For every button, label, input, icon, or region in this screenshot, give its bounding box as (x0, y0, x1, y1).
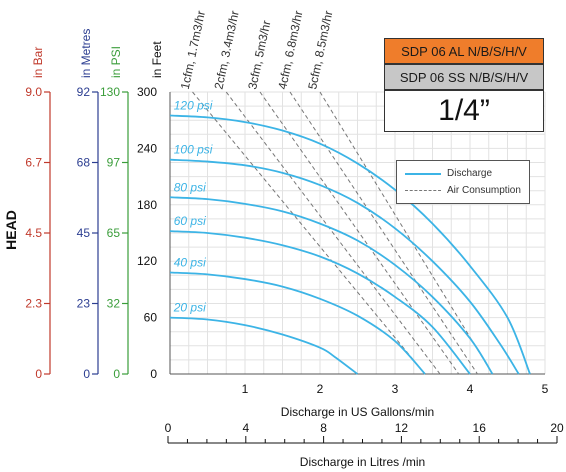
discharge-curve-label: 40 psi (174, 255, 206, 269)
x-tick-label: 2 (317, 382, 324, 396)
x-tick-label: 1 (242, 382, 249, 396)
air-consumption-line (192, 91, 426, 375)
model-label-stainless: SDP 06 SS N/B/S/H/V (384, 64, 544, 90)
y-tick-label: 45 (77, 226, 91, 240)
y-tick-label: 240 (137, 141, 157, 155)
y-tick-label: 23 (77, 297, 91, 311)
air-consumption-label: 1cfm, 1.7m3/hr (178, 9, 208, 90)
legend-item-discharge: Discharge (405, 168, 492, 179)
air-consumption-line (259, 91, 460, 375)
x-axis-label: Discharge in US Gallons/min (281, 405, 434, 419)
discharge-curve-label: 60 psi (174, 214, 206, 228)
y-tick-label: 6.7 (25, 156, 42, 170)
grid (170, 91, 546, 374)
air-consumption-label: 2cfm, 3.4m3/hr (211, 9, 241, 90)
air-consumption-line (225, 91, 441, 375)
x2-tick-label: 0 (165, 421, 172, 435)
model-label-stainless-text: SDP 06 SS N/B/S/H/V (399, 69, 529, 85)
legend-item-air: Air Consumption (405, 185, 521, 196)
discharge-curve (169, 316, 359, 375)
y-tick-label: 0 (113, 367, 120, 381)
y-tick-label: 92 (77, 85, 91, 99)
y-tick-label: 97 (107, 156, 121, 170)
air-consumption-label: 3cfm, 5m3/hr (245, 19, 273, 90)
discharge-curve (169, 230, 471, 375)
discharge-curve (169, 158, 520, 375)
discharge-curves: 120 psi 100 psi 80 psi 60 psi 40 psi 20 psi (169, 99, 531, 375)
legend: Discharge Air Consumption (396, 160, 530, 204)
y-scale-unit: in Bar (31, 47, 45, 78)
x2-axis-label: Discharge in Litres /min (300, 455, 425, 469)
x2-tick-label: 16 (473, 421, 487, 435)
air-consumption-line (319, 91, 493, 375)
y-scales: 9.0 6.7 4.5 2.3 0 in Bar 92 68 45 23 0 in Metres 130… (25, 29, 164, 381)
y-tick-label: 120 (137, 254, 157, 268)
discharge-curve-label: 120 psi (174, 99, 213, 113)
x-tick-label: 3 (392, 382, 399, 396)
x-tick-label: 4 (467, 382, 474, 396)
port-size-label: 1/4” (384, 90, 544, 132)
model-label-aluminium: SDP 06 AL N/B/S/H/V (384, 38, 544, 64)
legend-label-air: Air Consumption (447, 185, 521, 196)
y-tick-label: 65 (107, 226, 121, 240)
y-tick-label: 60 (144, 311, 158, 325)
air-consumption-label: 4cfm, 6.8m3/hr (275, 9, 305, 90)
y-tick-label: 9.0 (25, 85, 42, 99)
x-tick-label: 5 (542, 382, 549, 396)
y-tick-label: 300 (137, 85, 157, 99)
air-consumption-line (289, 91, 478, 375)
discharge-curve-label: 20 psi (173, 301, 206, 315)
y-scale-unit: in PSI (109, 46, 123, 78)
legend-label-discharge: Discharge (447, 168, 493, 179)
discharge-curve (169, 271, 426, 375)
legend-swatch-discharge (405, 172, 441, 175)
y-tick-label: 4.5 (25, 226, 42, 240)
discharge-curve-label: 80 psi (174, 180, 206, 194)
x2-tick-label: 20 (550, 421, 564, 435)
y-axis-title: HEAD (3, 210, 19, 250)
y-tick-label: 180 (137, 198, 157, 212)
x2-tick-label: 4 (242, 421, 249, 435)
legend-swatch-air (405, 190, 441, 191)
y-tick-label: 0 (83, 367, 90, 381)
y-tick-label: 0 (35, 367, 42, 381)
port-size-text: 1/4” (438, 94, 490, 127)
discharge-curve (169, 196, 494, 375)
y-scale-unit: in Feet (150, 41, 164, 78)
air-consumption-label: 5cfm, 8.5m3/hr (305, 9, 335, 90)
y-tick-label: 130 (100, 85, 120, 99)
model-label-aluminium-text: SDP 06 AL N/B/S/H/V (401, 43, 527, 59)
x2-tick-label: 12 (395, 421, 409, 435)
y-tick-label: 68 (77, 156, 91, 170)
y-tick-label: 32 (107, 297, 121, 311)
x2-tick-label: 8 (320, 421, 327, 435)
y-tick-label: 0 (150, 367, 157, 381)
discharge-curve (169, 114, 531, 375)
discharge-curve-label: 100 psi (174, 143, 213, 157)
y-tick-label: 2.3 (25, 297, 42, 311)
y-scale-unit: in Metres (79, 29, 93, 78)
